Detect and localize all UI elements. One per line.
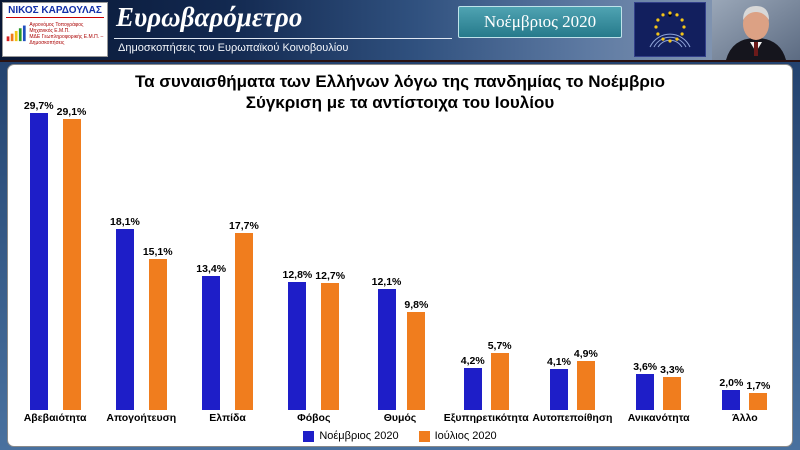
- legend-item: Νοέμβριος 2020: [303, 430, 399, 442]
- value-label: 3,3%: [660, 364, 685, 376]
- author-credentials: Αγρονόμος Τοπογράφος Μηχανικός Ε.Μ.Π. ΜΔ…: [29, 22, 104, 46]
- value-label: 9,8%: [404, 299, 429, 311]
- value-label: 1,7%: [746, 380, 771, 392]
- bar-group: 13,4% 17,7% Ελπίδα: [184, 69, 270, 428]
- bar-november: [377, 289, 396, 410]
- bar-group: 2,0% 1,7% Άλλο: [702, 69, 788, 428]
- bar-november: [722, 390, 741, 410]
- eu-flag-icon: [649, 11, 691, 48]
- author-logo: ΝΙΚΟΣ ΚΑΡΔΟΥΛΑΣ Αγρονόμος Τοπογράφος Μηχ…: [2, 2, 108, 57]
- chart-panel: Τα συναισθήματα των Ελλήνων λόγω της παν…: [7, 64, 793, 447]
- bar-july: [576, 361, 595, 410]
- bar-group: 4,1% 4,9% Αυτοπεποίθηση: [529, 69, 615, 428]
- value-label: 12,1%: [371, 276, 402, 288]
- category-label: Εξυπηρετικότητα: [443, 412, 529, 424]
- legend-label: Ιούλιος 2020: [434, 430, 497, 442]
- category-label: Ελπίδα: [209, 412, 246, 424]
- bar-groups: 29,7% 29,1% Αβεβαιότητα 18,1% 15,1% Απογοήτευ…: [12, 69, 788, 428]
- bar-november: [463, 368, 482, 410]
- bar-group: 29,7% 29,1% Αβεβαιότητα: [12, 69, 98, 428]
- bar-july: [749, 393, 768, 410]
- category-label: Θυμός: [383, 412, 417, 424]
- legend-item: Ιούλιος 2020: [418, 430, 497, 442]
- bar-november: [115, 229, 134, 410]
- bar-july: [321, 283, 340, 410]
- bar-july: [490, 353, 509, 410]
- date-badge: Νοέμβριος 2020: [458, 6, 622, 38]
- legend-swatch: [418, 430, 430, 442]
- category-label: Αβεβαιότητα: [23, 412, 87, 424]
- speaker-photo: [712, 0, 800, 60]
- eurobarometer-title: Ευρωβαρόμετρο: [116, 2, 303, 32]
- bar-july: [407, 312, 426, 410]
- value-label: 29,7%: [23, 100, 54, 112]
- author-name: ΝΙΚΟΣ ΚΑΡΔΟΥΛΑΣ: [6, 5, 104, 18]
- header-banner: ΝΙΚΟΣ ΚΑΡΔΟΥΛΑΣ Αγρονόμος Τοπογράφος Μηχ…: [0, 0, 800, 62]
- category-label: Απογοήτευση: [106, 412, 177, 424]
- bar-july: [663, 377, 682, 410]
- bar-november: [29, 113, 48, 410]
- value-label: 5,7%: [487, 340, 512, 352]
- value-label: 4,2%: [460, 355, 485, 367]
- bar-november: [636, 374, 655, 410]
- value-label: 3,6%: [633, 361, 658, 373]
- bar-july: [62, 119, 81, 410]
- bar-group: 12,8% 12,7% Φόβος: [271, 69, 357, 428]
- bar-chart-logo-icon: [6, 25, 26, 42]
- value-label: 29,1%: [56, 106, 87, 118]
- category-label: Φόβος: [297, 412, 331, 424]
- bar-november: [202, 276, 221, 410]
- value-label: 17,7%: [229, 220, 259, 232]
- value-label: 4,9%: [573, 348, 598, 360]
- eurobarometer-subtitle: Δημοσκοπήσεις του Ευρωπαϊκού Κοινοβουλίο…: [118, 42, 349, 54]
- bar-group: 4,2% 5,7% Εξυπηρετικότητα: [443, 69, 529, 428]
- value-label: 15,1%: [142, 246, 173, 258]
- bar-july: [148, 259, 167, 410]
- chart-title-line2: Σύγκριση με τα αντίστοιχα του Ιουλίου: [245, 93, 555, 112]
- legend: Νοέμβριος 2020 Ιούλιος 2020: [8, 428, 792, 444]
- legend-label: Νοέμβριος 2020: [319, 430, 399, 442]
- value-label: 12,7%: [315, 270, 346, 282]
- value-label: 13,4%: [196, 263, 227, 275]
- bar-group: 18,1% 15,1% Απογοήτευση: [98, 69, 184, 428]
- category-label: Αυτοπεποίθηση: [532, 412, 613, 424]
- value-label: 2,0%: [719, 377, 744, 389]
- value-label: 4,1%: [546, 356, 571, 368]
- bar-group: 12,1% 9,8% Θυμός: [357, 69, 443, 428]
- bar-group: 3,6% 3,3% Ανικανότητα: [616, 69, 702, 428]
- eu-parliament-logo: [634, 2, 706, 57]
- legend-swatch: [303, 430, 315, 442]
- bar-november: [288, 282, 307, 410]
- category-label: Άλλο: [732, 412, 758, 424]
- bar-july: [234, 233, 253, 410]
- value-label: 12,8%: [282, 269, 313, 281]
- chart-title-line1: Τα συναισθήματα των Ελλήνων λόγω της παν…: [134, 72, 665, 91]
- bar-november: [549, 369, 568, 410]
- value-label: 18,1%: [110, 216, 140, 228]
- category-label: Ανικανότητα: [627, 412, 690, 424]
- title-divider: [114, 38, 452, 39]
- chart-title: Τα συναισθήματα των Ελλήνων λόγω της παν…: [8, 71, 792, 113]
